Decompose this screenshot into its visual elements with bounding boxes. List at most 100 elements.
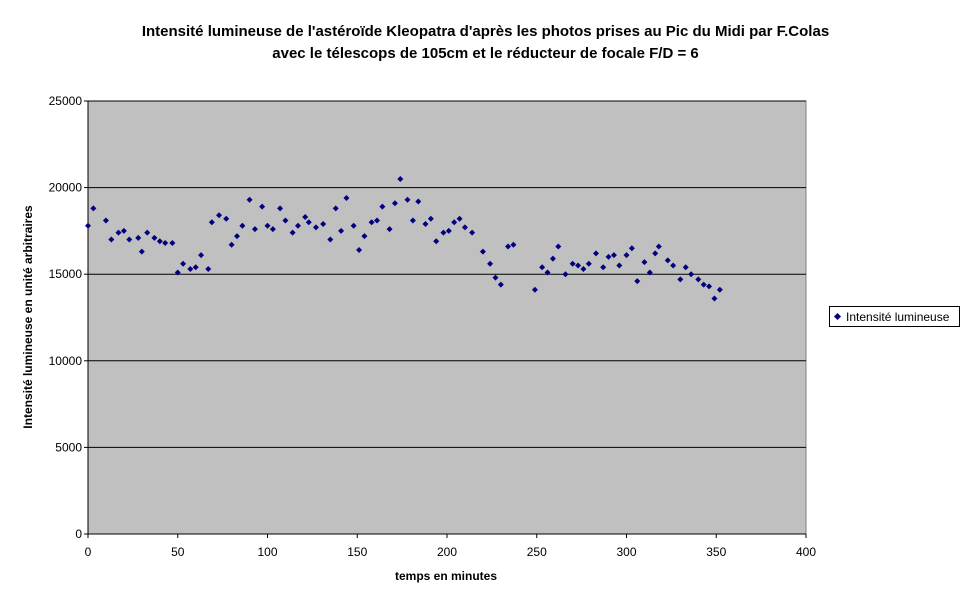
data-point	[90, 205, 97, 212]
data-point	[646, 269, 653, 276]
x-tick-label: 200	[437, 545, 457, 559]
data-point	[233, 233, 240, 240]
chart-title-line1: Intensité lumineuse de l'astéroïde Kleop…	[141, 23, 830, 40]
data-point	[216, 212, 223, 219]
data-point	[343, 194, 350, 201]
data-point	[677, 276, 684, 283]
data-point	[585, 260, 592, 267]
chart-title-line2: avec le télescops de 105cm et le réducte…	[272, 45, 699, 62]
data-point	[350, 222, 357, 229]
data-point	[239, 222, 246, 229]
data-point	[700, 281, 707, 288]
data-point	[664, 257, 671, 264]
data-point	[379, 203, 386, 210]
y-tick-label: 15000	[49, 267, 83, 281]
data-point	[404, 196, 411, 203]
data-point	[151, 234, 158, 241]
data-point	[397, 175, 404, 182]
data-point	[264, 222, 271, 229]
data-point	[695, 276, 702, 283]
data-point	[634, 278, 641, 285]
data-point	[223, 215, 230, 222]
x-tick-label: 150	[347, 545, 367, 559]
axes	[84, 100, 807, 538]
data-point	[169, 240, 176, 247]
data-point	[531, 286, 538, 293]
data-point	[652, 250, 659, 257]
data-point	[422, 220, 429, 227]
x-tick-label: 0	[85, 545, 92, 559]
y-tick-labels: 0 5000 10000 15000 20000 25000	[49, 94, 83, 541]
data-point	[682, 264, 689, 271]
data-point	[289, 229, 296, 236]
data-point	[246, 196, 253, 203]
data-point	[277, 205, 284, 212]
data-point	[327, 236, 334, 243]
x-tick-label: 300	[616, 545, 636, 559]
legend: Intensité lumineuse	[829, 306, 960, 327]
data-point	[269, 226, 276, 233]
data-point	[711, 295, 718, 302]
data-point	[427, 215, 434, 222]
data-point	[575, 262, 582, 269]
data-point	[115, 229, 122, 236]
data-point	[580, 266, 587, 273]
data-point	[144, 229, 151, 236]
data-point	[138, 248, 145, 255]
data-points	[85, 175, 723, 302]
y-tick-label: 0	[75, 527, 82, 541]
y-tick-label: 10000	[49, 354, 83, 368]
y-axis-label: Intensité lumineuse en unité arbitraires	[21, 205, 35, 429]
data-point	[356, 246, 363, 253]
data-point	[544, 269, 551, 276]
data-point	[174, 269, 181, 276]
data-point	[592, 250, 599, 257]
data-point	[623, 252, 630, 259]
data-point	[332, 205, 339, 212]
y-tick-label: 20000	[49, 181, 83, 195]
data-point	[162, 240, 169, 247]
plot-area	[87, 100, 807, 535]
data-point	[600, 264, 607, 271]
data-point	[208, 219, 215, 226]
data-point	[487, 260, 494, 267]
data-point	[338, 227, 345, 234]
x-tick-labels: 0 50 100 150 200 250 300 350 400	[85, 545, 817, 559]
data-point	[251, 226, 258, 233]
y-tick-label: 25000	[49, 94, 83, 108]
data-point	[302, 214, 309, 221]
data-point	[108, 236, 115, 243]
data-point	[120, 227, 127, 234]
data-point	[282, 217, 289, 224]
data-point	[312, 224, 319, 231]
data-point	[641, 259, 648, 266]
data-point	[610, 252, 617, 259]
data-point	[205, 266, 212, 273]
data-point	[440, 229, 447, 236]
x-tick-label: 350	[706, 545, 726, 559]
data-point	[492, 274, 499, 281]
data-point	[562, 271, 569, 278]
data-point	[102, 217, 109, 224]
data-point	[451, 219, 458, 226]
x-tick-label: 100	[257, 545, 277, 559]
data-point	[320, 220, 327, 227]
data-point	[497, 281, 504, 288]
legend-label: Intensité lumineuse	[846, 309, 950, 324]
data-point	[305, 219, 312, 226]
data-point	[361, 233, 368, 240]
data-point	[628, 245, 635, 252]
data-point	[259, 203, 266, 210]
data-point	[616, 262, 623, 269]
data-point	[192, 264, 199, 271]
data-point	[433, 238, 440, 245]
data-point	[706, 283, 713, 290]
data-point	[555, 243, 562, 250]
data-point	[539, 264, 546, 271]
data-point	[386, 226, 393, 233]
data-point	[180, 260, 187, 267]
data-point	[85, 222, 91, 229]
data-point	[445, 227, 452, 234]
data-point	[391, 200, 398, 207]
